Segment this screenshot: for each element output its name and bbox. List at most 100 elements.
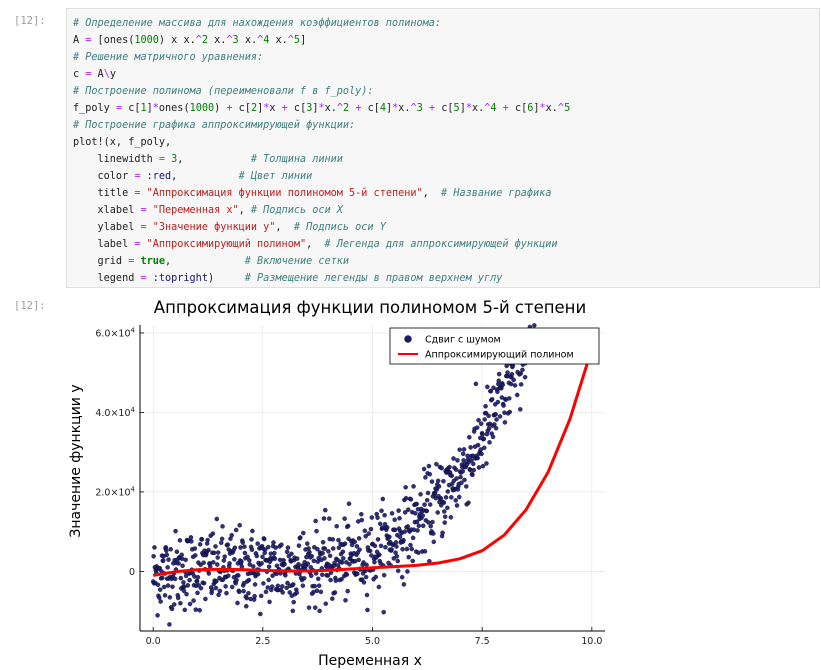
scatter-point [266, 577, 271, 583]
scatter-point [213, 585, 219, 591]
scatter-point [334, 523, 339, 529]
code-cell-input[interactable]: # Определение массива для нахождения коэ… [66, 8, 820, 288]
y-tick-exponent: 4 [131, 326, 136, 334]
scatter-point [459, 480, 464, 486]
scatter-point [296, 562, 301, 567]
scatter-point [381, 609, 386, 615]
scatter-point [365, 607, 370, 613]
code-token: * [392, 103, 399, 114]
scatter-point [485, 384, 490, 390]
scatter-point [369, 553, 374, 558]
scatter-point [475, 442, 481, 448]
scatter-point [357, 547, 362, 552]
scatter-point [394, 544, 399, 549]
scatter-point [161, 584, 167, 590]
scatter-point [369, 515, 375, 520]
scatter-point [345, 523, 351, 529]
scatter-point [222, 554, 227, 559]
scatter-point [507, 409, 512, 415]
scatter-point [375, 537, 381, 542]
scatter-point [249, 537, 254, 542]
scatter-point [339, 560, 345, 565]
scatter-point [480, 432, 485, 437]
scatter-point [325, 573, 331, 578]
scatter-point [490, 434, 496, 440]
scatter-point [330, 537, 336, 542]
scatter-point [434, 487, 440, 492]
scatter-point [372, 543, 378, 549]
code-token: linewidth [73, 154, 159, 165]
input-prompt: [12]: [14, 15, 46, 27]
scatter-point [330, 596, 335, 601]
scatter-point [183, 573, 189, 579]
scatter-point [405, 524, 411, 529]
code-token: # Название графика [441, 188, 552, 199]
scatter-point [285, 545, 291, 550]
scatter-point [460, 469, 465, 474]
code-token: 3 [232, 35, 239, 46]
scatter-point [326, 549, 331, 554]
scatter-point [314, 528, 319, 534]
scatter-point [457, 447, 462, 452]
scatter-point [233, 527, 239, 533]
code-token: ones( [158, 103, 190, 114]
scatter-point [448, 515, 454, 520]
code-token: x. [471, 103, 485, 114]
scatter-point [380, 496, 386, 502]
scatter-point [192, 546, 198, 551]
code-token: = [140, 205, 147, 216]
code-token: A [91, 69, 104, 80]
code-token: = [115, 103, 123, 114]
scatter-point [181, 580, 186, 585]
scatter-point [215, 555, 220, 560]
code-token: 1 [140, 103, 147, 114]
code-token: xlabel [73, 205, 141, 216]
scatter-point [342, 541, 348, 546]
scatter-point [480, 463, 486, 469]
scatter-point [401, 582, 407, 587]
scatter-point [400, 547, 405, 552]
code-token: "Аппроксимация функции полиномом 5-й сте… [146, 188, 423, 199]
scatter-point [379, 508, 384, 514]
scatter-point [494, 417, 499, 422]
code-token: 4 [379, 103, 387, 114]
scatter-point [236, 589, 242, 595]
scatter-point [158, 599, 163, 604]
scatter-point [440, 530, 445, 536]
code-token: f_poly [73, 103, 116, 114]
scatter-point [397, 516, 402, 521]
scatter-point [213, 544, 218, 549]
scatter-point [245, 554, 250, 560]
code-token: ^ [287, 35, 294, 46]
code-token: x. [208, 35, 227, 46]
scatter-point [391, 556, 397, 561]
code-token: , [171, 171, 239, 182]
scatter-point [408, 497, 414, 502]
scatter-point [383, 545, 388, 550]
scatter-point [509, 371, 515, 377]
code-token: , [422, 188, 442, 199]
scatter-point [308, 573, 314, 579]
scatter-point [428, 524, 433, 529]
scatter-point [479, 451, 484, 457]
scatter-point [165, 583, 171, 588]
scatter-point [439, 465, 444, 471]
scatter-point [195, 574, 201, 580]
code-token: \ [103, 69, 110, 80]
code-token: ] [146, 103, 153, 114]
code-token: legend [73, 273, 141, 284]
scatter-point [235, 600, 240, 606]
scatter-point [175, 595, 181, 601]
code-token: ^ [484, 103, 491, 114]
scatter-point [507, 396, 512, 401]
scatter-point [455, 458, 460, 463]
scatter-point [355, 571, 360, 577]
scatter-point [291, 599, 296, 605]
scatter-point [305, 561, 310, 567]
scatter-point [476, 465, 482, 470]
scatter-point [431, 539, 437, 545]
scatter-point [319, 572, 325, 578]
grid [140, 325, 605, 631]
scatter-point [189, 539, 194, 544]
